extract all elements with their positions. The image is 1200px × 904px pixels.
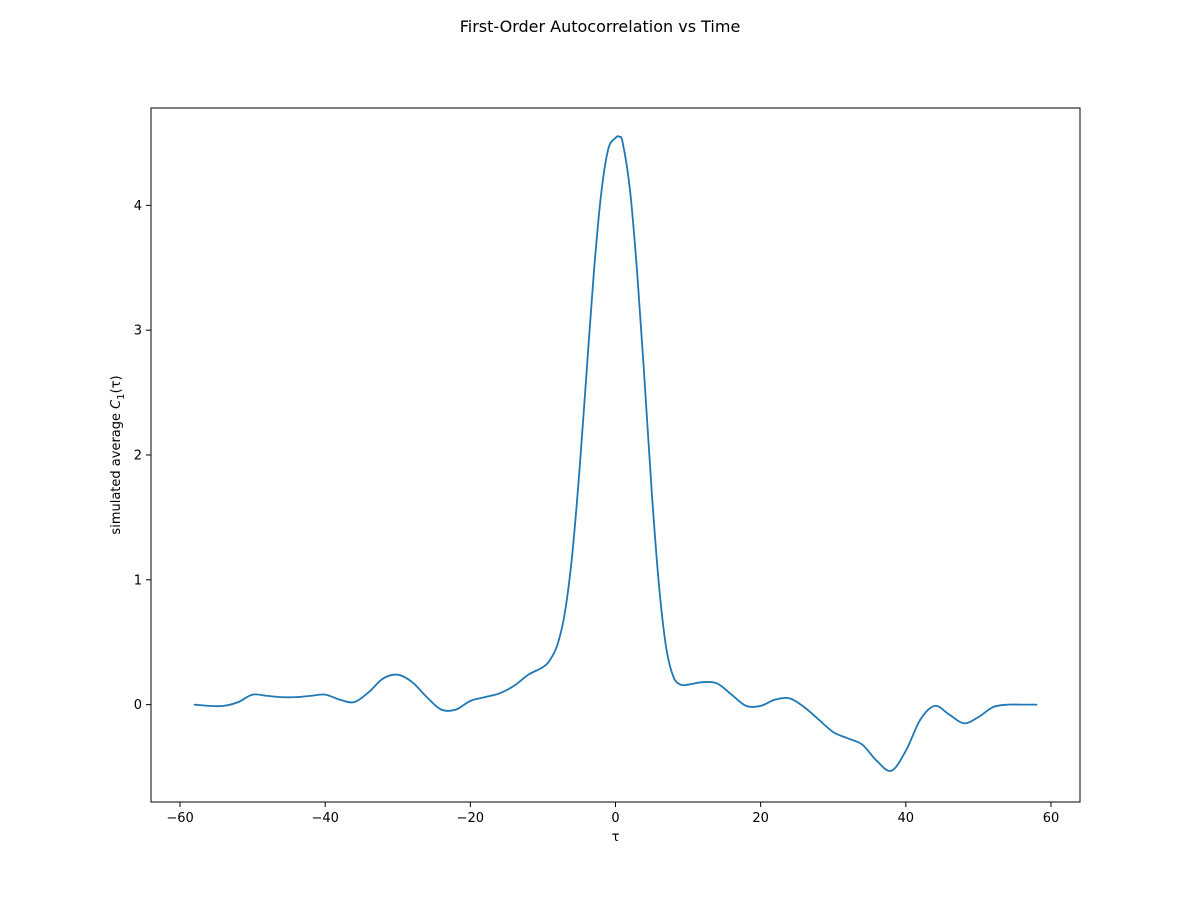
- x-axis-label: τ: [612, 830, 620, 845]
- x-tick-label: 60: [1043, 811, 1060, 826]
- y-axis: 0 1 2 3 4: [134, 199, 151, 713]
- chart-title: First-Order Autocorrelation vs Time: [460, 17, 741, 36]
- y-axis-label-prefix: simulated average: [109, 409, 124, 535]
- x-tick-label: −60: [166, 811, 193, 826]
- y-axis-label-suffix: (τ): [109, 375, 124, 393]
- x-tick-label: 20: [752, 811, 769, 826]
- y-tick-label: 4: [134, 199, 142, 214]
- y-axis-label-subscript: 1: [116, 393, 127, 399]
- x-tick-label: 0: [611, 811, 619, 826]
- plot-area: [150, 107, 1081, 803]
- x-axis: −60 −40 −20 0 20 40 60: [166, 802, 1059, 826]
- y-axis-label-symbol: C: [109, 399, 124, 409]
- x-tick-label: −20: [457, 811, 484, 826]
- y-axis-label: simulated average C1(τ): [109, 375, 127, 534]
- y-tick-label: 2: [134, 449, 142, 464]
- x-tick-label: −40: [311, 811, 338, 826]
- y-tick-label: 3: [134, 324, 142, 339]
- series-line: [193, 135, 1038, 772]
- y-tick-label: 1: [134, 573, 142, 588]
- plot-background: [151, 108, 1080, 802]
- x-tick-label: 40: [898, 811, 915, 826]
- y-tick-label: 0: [134, 698, 142, 713]
